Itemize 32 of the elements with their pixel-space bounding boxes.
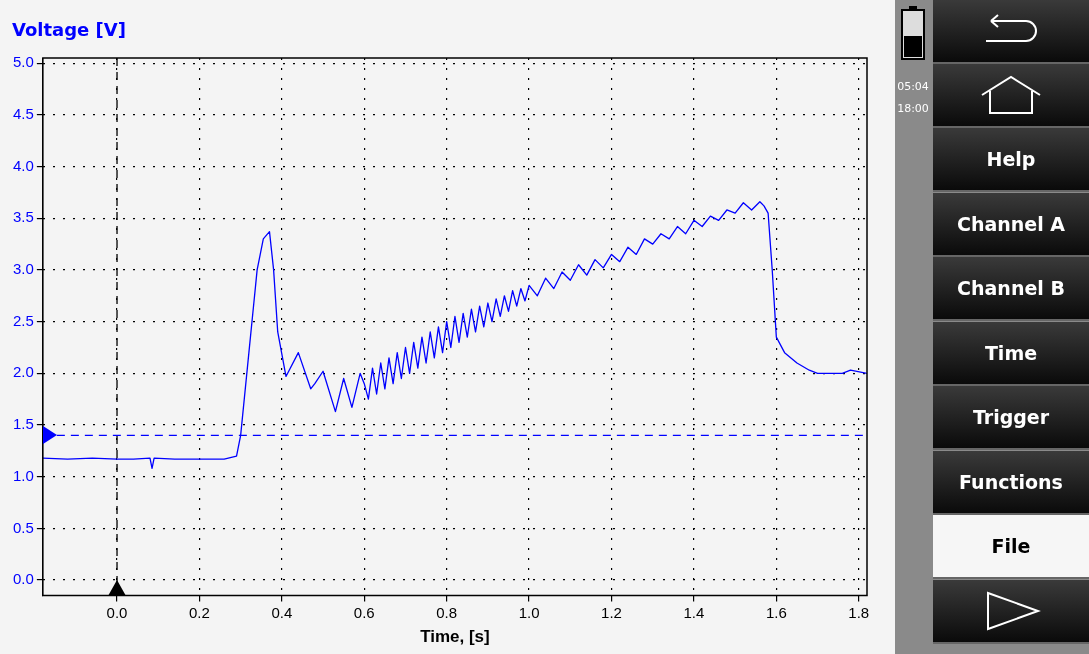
x-tick-label: 1.0 — [518, 603, 540, 621]
x-tick-label: 0.4 — [271, 603, 293, 621]
y-tick-label: 4.5 — [12, 105, 34, 122]
x-axis-title: Time, [s] — [420, 627, 490, 647]
y-tick-label: 3.5 — [12, 208, 34, 226]
x-tick-label: 1.2 — [601, 603, 622, 621]
text: Help — [933, 128, 1089, 192]
text: 18:00 — [896, 102, 930, 115]
y-tick-label: 0.0 — [12, 570, 34, 588]
x-tick-label: 1.4 — [683, 603, 705, 621]
text: Channel B — [933, 257, 1089, 321]
y-tick-label: 1.0 — [12, 466, 34, 484]
x-tick-label: 0.2 — [189, 603, 210, 621]
x-tick-label: 1.8 — [848, 603, 870, 621]
text: File — [933, 515, 1089, 579]
text: 05:04 — [896, 80, 930, 93]
y-axis-title: Voltage [V] — [12, 18, 126, 40]
y-tick-label: 0.5 — [12, 518, 34, 536]
text: Time — [933, 321, 1089, 386]
x-tick-label: 1.6 — [765, 603, 787, 621]
y-tick-label: 4.0 — [12, 156, 34, 174]
x-tick-label: 0.8 — [436, 603, 458, 621]
x-tick-label: 0.6 — [353, 603, 375, 621]
y-tick-label: 2.5 — [12, 311, 34, 329]
y-tick-label: 5.0 — [12, 53, 34, 71]
y-tick-label: 1.5 — [12, 415, 34, 433]
text: Trigger — [933, 386, 1089, 450]
text: Functions — [933, 450, 1089, 515]
x-tick-label: 0.0 — [106, 603, 128, 621]
y-tick-label: 2.0 — [12, 363, 34, 381]
y-tick-label: 3.0 — [12, 260, 34, 278]
text: Channel A — [933, 192, 1089, 257]
